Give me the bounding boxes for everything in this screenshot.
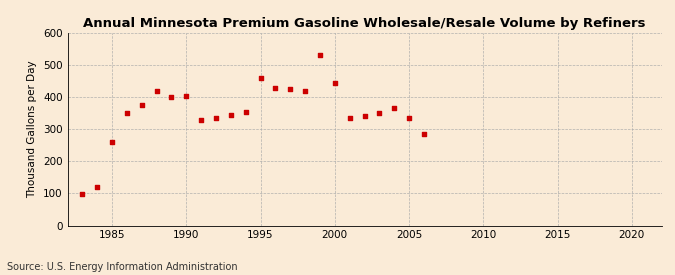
Text: Source: U.S. Energy Information Administration: Source: U.S. Energy Information Administ… bbox=[7, 262, 238, 272]
Point bbox=[418, 132, 429, 136]
Point bbox=[77, 192, 88, 197]
Point bbox=[211, 116, 221, 120]
Point bbox=[374, 111, 385, 116]
Point bbox=[136, 103, 147, 107]
Point bbox=[329, 81, 340, 85]
Point bbox=[107, 140, 117, 144]
Point bbox=[270, 85, 281, 90]
Point bbox=[300, 89, 310, 93]
Point bbox=[344, 116, 355, 120]
Point bbox=[181, 94, 192, 98]
Point bbox=[151, 89, 162, 93]
Point bbox=[404, 116, 414, 120]
Point bbox=[122, 111, 132, 116]
Point bbox=[240, 109, 251, 114]
Point bbox=[255, 76, 266, 80]
Point bbox=[92, 185, 103, 189]
Y-axis label: Thousand Gallons per Day: Thousand Gallons per Day bbox=[28, 60, 37, 198]
Point bbox=[166, 95, 177, 99]
Point bbox=[225, 112, 236, 117]
Title: Annual Minnesota Premium Gasoline Wholesale/Resale Volume by Refiners: Annual Minnesota Premium Gasoline Wholes… bbox=[83, 17, 646, 31]
Point bbox=[196, 117, 207, 122]
Point bbox=[285, 87, 296, 91]
Point bbox=[359, 114, 370, 119]
Point bbox=[315, 53, 325, 58]
Point bbox=[389, 106, 400, 111]
